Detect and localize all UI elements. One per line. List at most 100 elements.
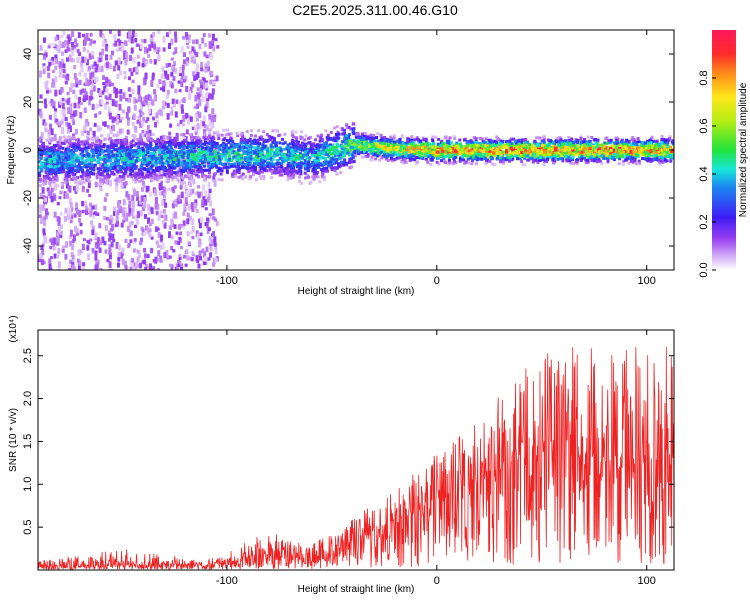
heatmap-cell [312,144,316,148]
heatmap-cell [39,192,43,198]
heatmap-cell [160,215,164,219]
heatmap-cell [520,144,524,148]
heatmap-cell [172,152,176,156]
heatmap-cell [257,129,260,133]
heatmap-cell [120,253,124,259]
heatmap-cell [216,45,220,49]
heatmap-cell [320,170,324,174]
heatmap-cell [195,255,199,262]
heatmap-cell [95,172,99,180]
heatmap-cell [214,38,218,42]
heatmap-cell [212,262,216,267]
heatmap-cell [128,30,132,38]
heatmap-cell [74,109,78,117]
heatmap-cell [57,216,61,224]
heatmap-cell [169,172,173,176]
heatmap-cell [569,161,573,165]
heatmap-cell [89,209,93,217]
heatmap-cell [603,141,607,145]
heatmap-cell [151,75,155,81]
heatmap-cell [49,245,53,250]
heatmap-cell [75,232,79,236]
heatmap-cell [95,76,99,83]
heatmap-cell [160,73,164,79]
heatmap-cell [186,57,190,64]
heatmap-cell [219,172,223,176]
heatmap-cell [495,157,499,161]
heatmap-cell [66,99,70,105]
heatmap-cell [127,150,131,153]
heatmap-cell [193,141,196,145]
heatmap-cell [62,63,66,68]
heatmap-cell [196,167,200,171]
heatmap-cell [88,96,92,101]
heatmap-cell [178,100,182,106]
heatmap-cell [160,244,163,250]
heatmap-cell [316,159,320,163]
heatmap-cell [288,165,292,169]
heatmap-cell [172,163,176,167]
heatmap-cell [175,231,179,235]
heatmap-cell [500,156,504,160]
heatmap-cell [505,140,509,143]
heatmap-cell [98,111,102,115]
heatmap-cell [91,51,95,56]
heatmap-cell [94,250,98,255]
heatmap-cell [161,191,165,196]
heatmap-cell [387,153,391,156]
heatmap-cell [185,39,189,44]
heatmap-cell [72,113,76,118]
heatmap-cell [56,140,60,144]
heatmap-cell [42,216,46,221]
heatmap-cell [62,68,66,74]
heatmap-cell [204,63,208,67]
heatmap-cell [162,47,166,52]
heatmap-cell [422,151,426,155]
heatmap-cell [80,102,84,106]
heatmap-cell [108,180,112,187]
heatmap-cell [161,100,165,107]
heatmap-cell [170,235,174,240]
heatmap-cell [156,268,160,270]
heatmap-cell [497,154,501,158]
heatmap-cell [620,138,624,142]
heatmap-cell [602,152,606,156]
heatmap-cell [140,162,144,166]
heatmap-cell [71,243,75,251]
heatmap-cell [61,97,65,102]
heatmap-cell [531,157,535,160]
heatmap-cell [196,123,200,130]
heatmap-cell [180,175,183,179]
heatmap-cell [336,130,340,134]
heatmap-cell [59,212,63,216]
heatmap-cell [190,81,194,86]
heatmap-cell [207,66,211,72]
heatmap-cell [125,191,129,198]
heatmap-cell [261,158,265,162]
heatmap-cell [67,37,71,44]
heatmap-cell [155,112,159,119]
heatmap-cell [383,136,387,140]
heatmap-cell [180,145,184,149]
heatmap-cell [122,92,126,99]
heatmap-cell [567,139,571,143]
heatmap-cell [278,141,282,145]
heatmap-cell [541,135,545,139]
heatmap-cell [250,129,253,133]
heatmap-cell [166,74,170,81]
heatmap-cell [212,216,216,220]
heatmap-cell [466,157,470,161]
heatmap-cell [348,157,352,161]
heatmap-cell [156,203,160,210]
heatmap-cell [537,143,541,147]
heatmap-cell [551,144,555,148]
heatmap-cell [197,175,201,179]
heatmap-cell [139,201,143,205]
heatmap-cell [106,166,109,170]
heatmap-cell [315,146,319,150]
heatmap-cell [213,144,217,148]
heatmap-cell [147,102,151,108]
heatmap-cell [133,189,136,197]
heatmap-cell [286,143,290,147]
heatmap-cell [124,162,128,166]
